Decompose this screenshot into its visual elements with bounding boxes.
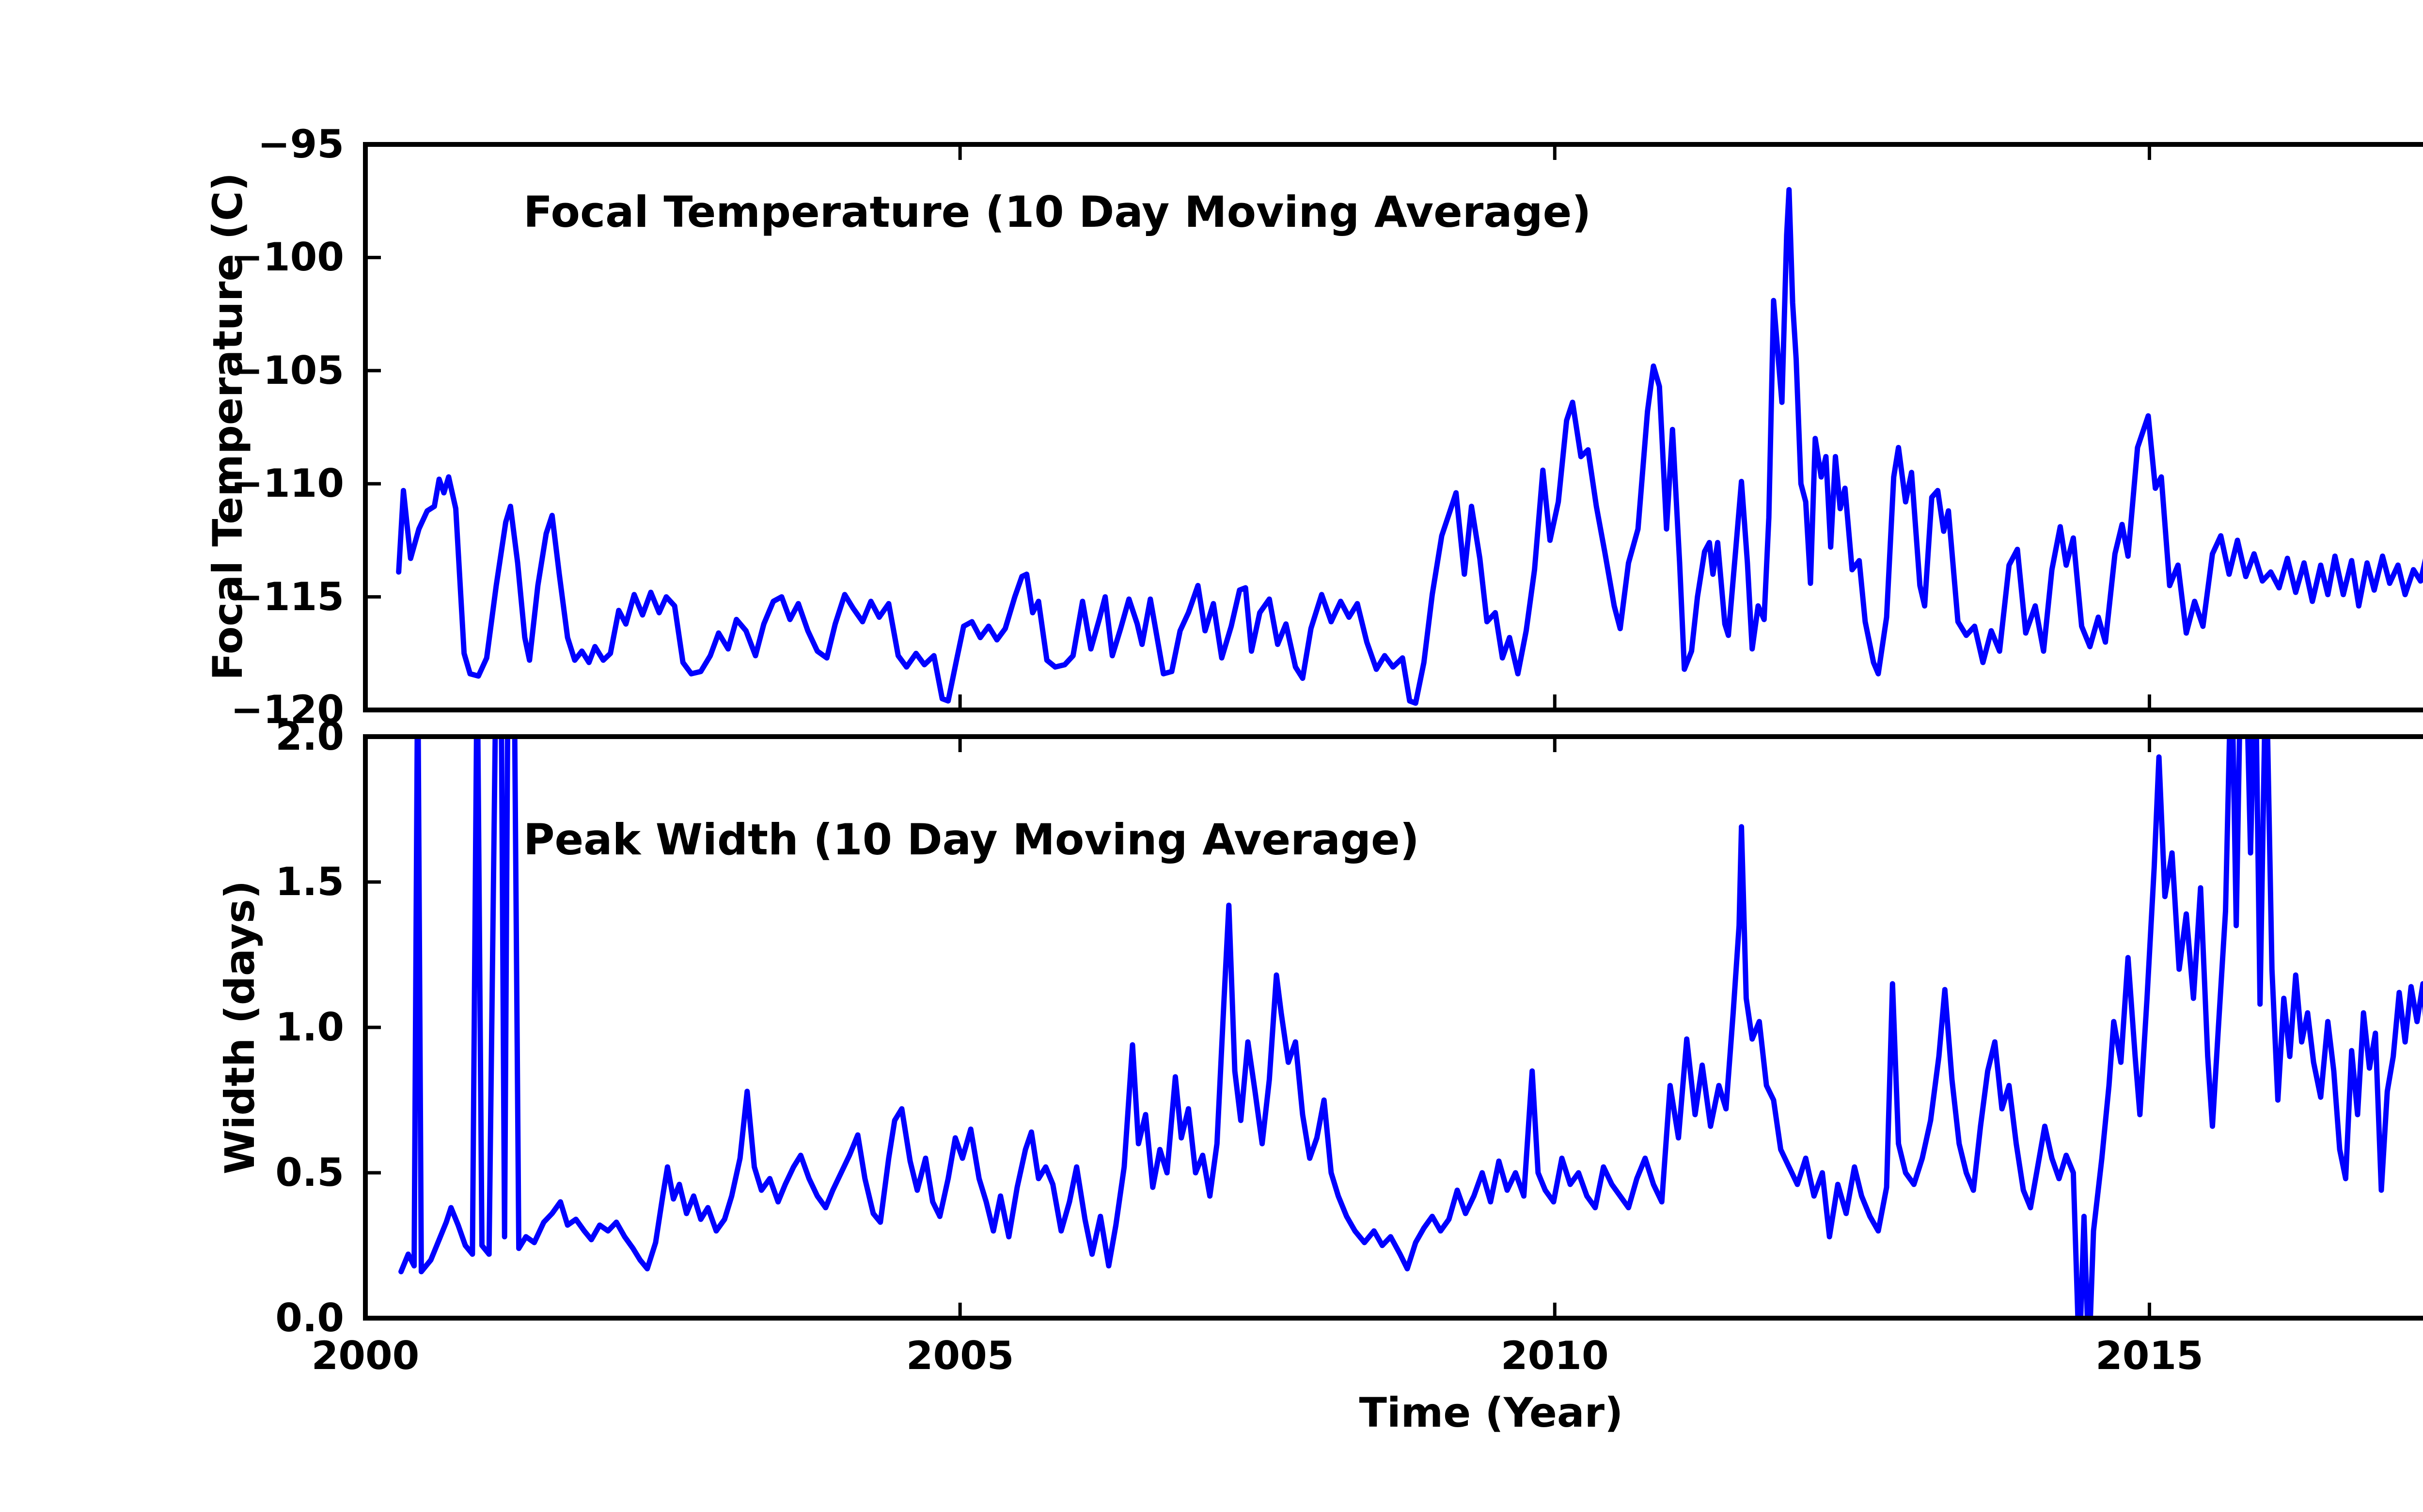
bottom-panel-title: Peak Width (10 Day Moving Average) bbox=[523, 815, 1419, 865]
y-tick-label: 2.0 bbox=[275, 714, 344, 759]
panel-spines-0 bbox=[363, 142, 2423, 712]
top-panel-title: Focal Temperature (10 Day Moving Average… bbox=[523, 187, 1591, 237]
data-line-peak_width_10day_avg bbox=[398, 737, 2423, 1318]
y-tick-label: −95 bbox=[257, 122, 344, 167]
y-tick-label: 1.5 bbox=[275, 859, 344, 904]
y-tick-label: 0.0 bbox=[275, 1295, 344, 1340]
y-tick-label: 0.5 bbox=[275, 1150, 344, 1195]
x-tick-label: 2000 bbox=[311, 1333, 420, 1378]
x-tick-label: 2015 bbox=[2095, 1333, 2203, 1378]
x-tick-label: 2010 bbox=[1500, 1333, 1609, 1378]
y-tick-label: −100 bbox=[230, 235, 344, 280]
data-line-focal_temperature_10day_avg bbox=[396, 187, 2423, 706]
y-tick-label: −120 bbox=[230, 687, 344, 732]
y-tick-label: 1.0 bbox=[275, 1005, 344, 1050]
figure-canvas: Focal Temperature (10 Day Moving Average… bbox=[204, 122, 2423, 1436]
x-axis-label: Time (Year) bbox=[1359, 1389, 1623, 1436]
y-tick-label: −115 bbox=[230, 574, 344, 619]
y-tick-label: −110 bbox=[230, 461, 344, 506]
x-tick-label: 2005 bbox=[906, 1333, 1014, 1378]
chart-svg bbox=[363, 142, 2423, 1321]
y-tick-label: −105 bbox=[230, 347, 344, 393]
